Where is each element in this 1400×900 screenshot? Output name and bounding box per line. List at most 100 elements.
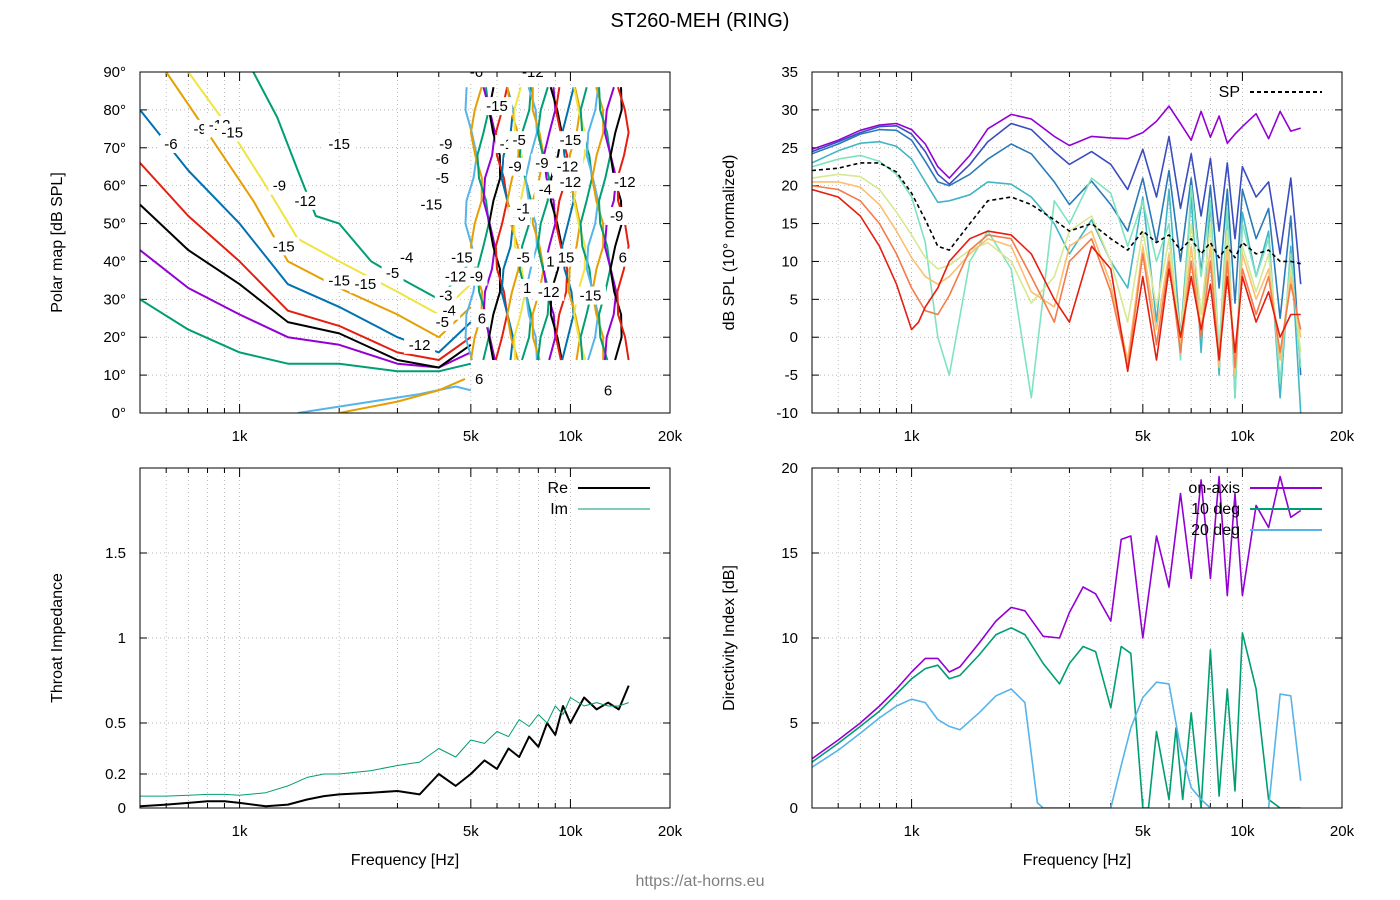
y-tick-label: 5 bbox=[790, 291, 798, 308]
contour-label: -4 bbox=[539, 181, 552, 198]
y-tick-label: 1.5 bbox=[105, 545, 126, 562]
x-tick-label: 1k bbox=[904, 823, 920, 840]
y-tick-label: 20° bbox=[103, 329, 126, 346]
y-tick-label: 10 bbox=[781, 253, 798, 270]
contour-label-bg bbox=[434, 286, 457, 305]
y-tick-label: -10 bbox=[776, 405, 798, 422]
contour-label-bg bbox=[512, 199, 535, 218]
y-tick-label: 30 bbox=[781, 102, 798, 119]
polar-map-panel: 0° 10° 20° 30° 40° 50° 60° 70° 80° 90° 1k 5k 10k 20k -… bbox=[49, 64, 683, 445]
y-tick-label: 40° bbox=[103, 253, 126, 270]
y-tick-label: 25 bbox=[781, 140, 798, 157]
contour-label-bg bbox=[512, 248, 535, 267]
contour-label: 6 bbox=[604, 382, 612, 399]
contour-label: -15 bbox=[355, 276, 377, 293]
y-tick-label: -5 bbox=[785, 367, 798, 384]
isoline-1 bbox=[297, 385, 472, 413]
y-tick-label: 0.2 bbox=[105, 766, 126, 783]
contour-label: -6 bbox=[470, 64, 483, 81]
y-tick-label: 80° bbox=[103, 102, 126, 119]
y-tick-label: 30° bbox=[103, 291, 126, 308]
y-tick-label: 20 bbox=[781, 460, 798, 477]
isoline-hf bbox=[591, 86, 605, 360]
contour-label-bg bbox=[381, 263, 404, 282]
isoline-hf bbox=[597, 87, 612, 361]
contour-label: -15 bbox=[451, 250, 473, 267]
contour-label: -12 bbox=[522, 64, 544, 81]
plot-area bbox=[812, 105, 1302, 413]
contour-label-bg bbox=[517, 72, 549, 81]
series-line-0 bbox=[812, 105, 1301, 179]
x-tick-label: 20k bbox=[658, 823, 683, 840]
y-axis-label: Directivity Index [dB] bbox=[721, 565, 738, 711]
contour-label: -12 bbox=[538, 284, 560, 301]
contour-label: -15 bbox=[421, 197, 443, 214]
x-tick-label: 20k bbox=[658, 428, 683, 445]
legend-label-sp: SP bbox=[1219, 84, 1240, 101]
y-tick-label: 0.5 bbox=[105, 715, 126, 732]
figure-title: ST260-MEH (RING) bbox=[611, 10, 790, 32]
contour-label-bg bbox=[481, 97, 513, 116]
impedance-panel: 0 0.2 0.5 1 1.5 1k 5k 10k 20k Throat Impedance Fre… bbox=[49, 467, 683, 869]
contour-label: 15 bbox=[558, 250, 575, 267]
contour-label-bg bbox=[431, 150, 454, 169]
y-tick-label: 60° bbox=[103, 178, 126, 195]
contour-label-bg bbox=[431, 169, 454, 188]
contour-label: -15 bbox=[328, 136, 350, 153]
contour-label: -5 bbox=[517, 250, 530, 267]
spl-panel: -10 -5 0 5 10 15 20 25 30 35 1k 5k 10k 20k dB SPL (10°… bbox=[721, 64, 1355, 445]
isoline-hf bbox=[531, 87, 545, 361]
plot-area: -6-9-12-15-15-9-12-15-15-15-5-4-9-6-5-15… bbox=[140, 64, 641, 413]
y-tick-label: 5 bbox=[790, 715, 798, 732]
contour-label: 6 bbox=[619, 250, 627, 267]
series-line-20-deg bbox=[812, 681, 1302, 808]
series-line-on-axis bbox=[812, 475, 1302, 760]
contour-label: -9 bbox=[610, 208, 623, 225]
x-tick-label: 10k bbox=[1230, 823, 1255, 840]
contour-label-bg bbox=[159, 134, 182, 153]
contour-label-bg bbox=[395, 248, 418, 267]
contour-label: -12 bbox=[294, 193, 316, 210]
contour-label: -1 bbox=[517, 200, 530, 217]
contour-label: -15 bbox=[580, 288, 602, 305]
contour-label-bg bbox=[475, 309, 489, 328]
y-tick-label: 90° bbox=[103, 64, 126, 81]
series-line-sp bbox=[812, 162, 1301, 265]
y-tick-label: 0 bbox=[790, 329, 798, 346]
y-axis-label: Throat Impedance bbox=[49, 573, 66, 703]
series-line-10-deg bbox=[812, 626, 1301, 808]
contour-label-bg bbox=[323, 134, 355, 153]
x-tick-label: 1k bbox=[232, 428, 248, 445]
plot-frame bbox=[811, 71, 1343, 414]
contour-label-bg bbox=[415, 195, 447, 214]
y-axis-label: Polar map [dB SPL] bbox=[49, 172, 66, 313]
contour-label: -9 bbox=[508, 159, 521, 176]
x-tick-label: 10k bbox=[1230, 428, 1255, 445]
contour-label: -5 bbox=[436, 170, 449, 187]
y-axis-label: dB SPL (10° normalized) bbox=[721, 155, 738, 331]
isoline-2 bbox=[339, 377, 466, 413]
contour-label-bg bbox=[465, 72, 488, 81]
isoline-6 bbox=[140, 162, 472, 361]
x-tick-label: 20k bbox=[1330, 823, 1355, 840]
legend-label-20-deg: 20 deg bbox=[1191, 522, 1240, 539]
contour-label-bg bbox=[554, 131, 586, 150]
x-tick-label: 1k bbox=[904, 428, 920, 445]
contour-label-bg bbox=[431, 313, 454, 332]
contour-label: -12 bbox=[445, 269, 467, 286]
contour-label-bg bbox=[543, 252, 557, 271]
contour-label: -5 bbox=[512, 132, 525, 149]
contour-label-bg bbox=[323, 271, 355, 290]
x-tick-label: 10k bbox=[558, 823, 583, 840]
isoline-3 bbox=[140, 298, 472, 373]
footer-url[interactable]: https://at-horns.eu bbox=[636, 873, 765, 890]
contour-label: 6 bbox=[475, 371, 483, 388]
contour-label: -12 bbox=[560, 174, 582, 191]
contour-label-bg bbox=[446, 248, 478, 267]
x-tick-label: 5k bbox=[1135, 428, 1151, 445]
legend-label-on-axis: on-axis bbox=[1188, 480, 1240, 497]
contour-label: -15 bbox=[273, 238, 295, 255]
contour-label: -12 bbox=[557, 159, 579, 176]
contour-label-bg bbox=[554, 172, 586, 191]
